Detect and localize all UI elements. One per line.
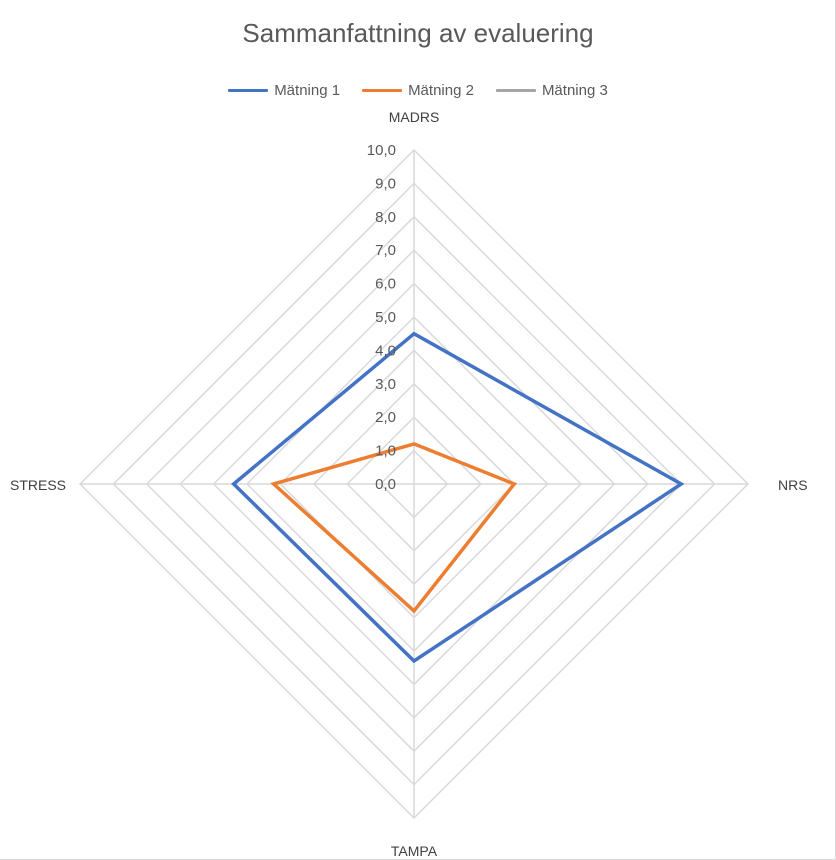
legend-item-series-3: Mätning 3 bbox=[495, 82, 608, 99]
tick-label: 10,0 bbox=[367, 142, 396, 159]
axis-label-nrs: NRS bbox=[778, 477, 808, 493]
tick-label: 9,0 bbox=[375, 175, 396, 192]
legend-item-series-1: Mätning 1 bbox=[228, 82, 340, 99]
tick-label: 8,0 bbox=[375, 209, 396, 226]
legend-label-series-3: Mätning 3 bbox=[541, 82, 608, 99]
legend-swatch-series-2 bbox=[362, 89, 403, 92]
axis-label-tampa: TAMPA bbox=[391, 843, 438, 859]
chart-title: Sammanfattning av evaluering bbox=[242, 18, 594, 48]
legend: Mätning 1 Mätning 2 Mätning 3 bbox=[0, 82, 836, 99]
axis-label-stress: STRESS bbox=[10, 477, 66, 493]
axis-label-madrs: MADRS bbox=[389, 109, 440, 125]
radar-grid bbox=[78, 148, 750, 820]
series-line-1 bbox=[231, 331, 685, 664]
tick-label: 4,0 bbox=[375, 342, 396, 359]
radar-series bbox=[231, 331, 685, 664]
tick-label: 2,0 bbox=[375, 409, 396, 426]
legend-swatch-series-1 bbox=[228, 89, 269, 92]
tick-label: 0,0 bbox=[375, 476, 396, 493]
tick-label: 5,0 bbox=[375, 309, 396, 326]
radar-tick-labels: 0,0 1,0 2,0 3,0 4,0 5,0 6,0 7,0 8,0 9,0 10,0 bbox=[367, 142, 396, 493]
tick-label: 7,0 bbox=[375, 242, 396, 259]
legend-swatch-series-3 bbox=[495, 89, 536, 92]
legend-label-series-2: Mätning 2 bbox=[408, 82, 474, 99]
tick-label: 3,0 bbox=[375, 376, 396, 393]
legend-item-series-2: Mätning 2 bbox=[362, 82, 474, 99]
legend-label-series-1: Mätning 1 bbox=[274, 82, 341, 99]
radar-axis-labels: MADRS NRS TAMPA STRESS bbox=[10, 109, 808, 859]
series-line-2 bbox=[270, 442, 518, 614]
tick-label: 6,0 bbox=[375, 276, 396, 293]
tick-label: 1,0 bbox=[375, 443, 396, 460]
